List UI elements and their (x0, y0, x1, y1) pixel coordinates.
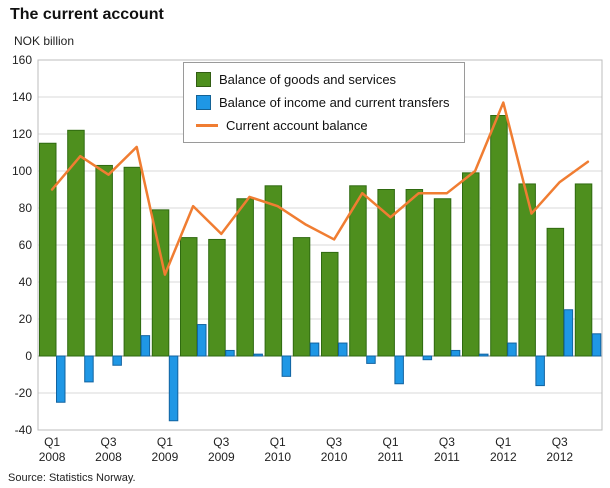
bar-income-transfers (591, 333, 602, 357)
y-tick-label: 40 (19, 275, 33, 289)
x-tick-year-label: 2008 (95, 450, 122, 464)
bar-goods-and-services (462, 172, 480, 357)
plot-border (37, 59, 603, 431)
x-tick-year-label: 2011 (434, 450, 460, 464)
legend-item-goods: Balance of goods and services (196, 72, 450, 87)
bar-income-transfers (112, 355, 122, 366)
legend-item-income: Balance of income and current transfers (196, 95, 450, 110)
x-tick-year-label: 2009 (208, 450, 235, 464)
bar-income-transfers (197, 324, 207, 357)
x-tick-quarter-label: Q3 (552, 435, 568, 449)
bar-income-transfers (450, 349, 461, 357)
bar-goods-and-services (208, 238, 226, 357)
bar-income-transfers (366, 355, 376, 364)
bar-income-transfers (225, 349, 235, 357)
bar-income-transfers (394, 355, 404, 385)
legend-label-income: Balance of income and current transfers (219, 95, 450, 110)
bar-income-transfers (168, 355, 179, 422)
x-tick-quarter-label: Q3 (100, 435, 116, 449)
y-tick-label: 20 (19, 312, 33, 326)
page-title: The current account (10, 6, 164, 23)
legend-label-current-account: Current account balance (226, 118, 368, 133)
legend-label-goods: Balance of goods and services (219, 72, 397, 87)
bar-goods-and-services (236, 198, 254, 357)
bar-income-transfers (422, 355, 433, 361)
x-tick-year-label: 2010 (264, 450, 291, 464)
bar-income-transfers (507, 342, 517, 357)
bar-goods-and-services (433, 198, 452, 357)
x-tick-quarter-label: Q3 (213, 435, 229, 449)
x-tick-year-label: 2009 (152, 450, 179, 464)
bar-income-transfers (56, 355, 66, 403)
current-account-balance-line (50, 101, 590, 276)
x-tick-year-label: 2008 (39, 450, 66, 464)
y-tick-label: 80 (19, 201, 33, 215)
bar-income-transfers (338, 342, 348, 357)
y-axis-unit-label: NOK billion (14, 34, 75, 48)
bar-goods-and-services (264, 185, 283, 357)
bar-goods-and-services (180, 237, 198, 357)
x-tick-quarter-label: Q1 (270, 435, 286, 449)
bar-goods-and-services (546, 227, 565, 357)
bar-goods-and-services (67, 129, 85, 357)
y-tick-label: 100 (12, 164, 32, 178)
bar-goods-and-services (39, 142, 57, 357)
x-tick-quarter-label: Q1 (44, 435, 60, 449)
legend: Balance of goods and services Balance of… (183, 62, 465, 143)
bar-goods-and-services (490, 115, 508, 357)
chart-canvas: -40-20020406080100120140160Q12008Q32008Q… (12, 53, 603, 464)
bar-goods-and-services (377, 189, 395, 357)
x-tick-quarter-label: Q1 (495, 435, 511, 449)
bar-goods-and-services (405, 189, 424, 357)
legend-item-current-account: Current account balance (196, 118, 450, 133)
bar-goods-and-services (95, 164, 113, 357)
bar-income-transfers (281, 355, 292, 377)
bar-goods-and-services (292, 237, 311, 357)
source-note: Source: Statistics Norway. (8, 472, 136, 484)
x-tick-quarter-label: Q1 (382, 435, 398, 449)
x-tick-quarter-label: Q3 (439, 435, 455, 449)
y-tick-label: 120 (12, 127, 32, 141)
bar-goods-and-services (123, 166, 142, 357)
x-tick-year-label: 2012 (490, 450, 517, 464)
bar-goods-and-services (518, 183, 536, 357)
legend-swatch-1 (196, 95, 211, 110)
x-tick-quarter-label: Q1 (157, 435, 173, 449)
bar-income-transfers (140, 335, 151, 357)
bar-goods-and-services (349, 185, 367, 357)
x-tick-year-label: 2011 (378, 450, 404, 464)
bar-goods-and-services (574, 183, 593, 357)
x-tick-year-label: 2010 (321, 450, 348, 464)
y-tick-label: 160 (12, 53, 32, 67)
y-tick-label: 0 (25, 349, 32, 363)
bar-goods-and-services (151, 209, 170, 357)
x-tick-year-label: 2012 (546, 450, 573, 464)
bar-income-transfers (479, 353, 489, 357)
bar-income-transfers (84, 355, 94, 383)
bar-income-transfers (535, 355, 545, 387)
legend-swatch-2 (196, 124, 218, 127)
y-tick-label: 60 (19, 238, 33, 252)
bar-income-transfers (563, 309, 574, 357)
bar-goods-and-services (321, 251, 339, 357)
x-tick-quarter-label: Q3 (326, 435, 342, 449)
y-tick-label: 140 (12, 90, 32, 104)
legend-swatch-0 (196, 72, 211, 87)
bar-income-transfers (253, 353, 263, 357)
y-tick-label: -40 (15, 423, 33, 437)
y-tick-label: -20 (15, 386, 33, 400)
bar-income-transfers (309, 342, 320, 357)
